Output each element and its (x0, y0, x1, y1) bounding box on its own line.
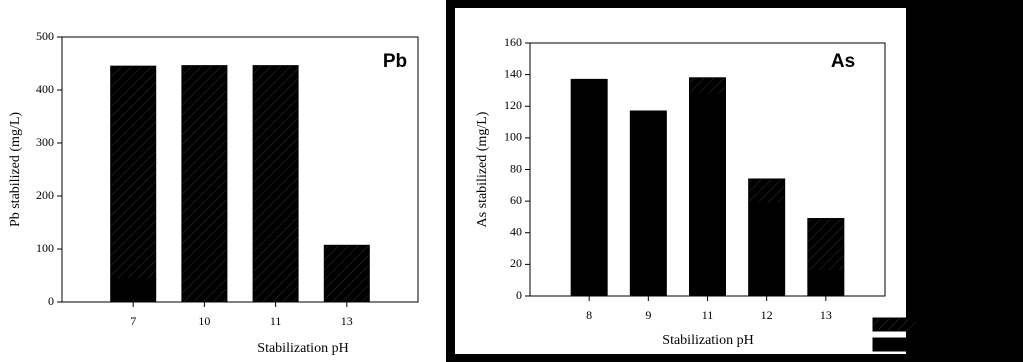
y-tick-label: 40 (510, 225, 522, 239)
y-tick-label: 0 (516, 288, 522, 302)
x-tick-label: 9 (645, 308, 651, 322)
y-tick-label: 300 (36, 135, 54, 149)
y-tick-label: 100 (504, 130, 522, 144)
bar-segment (689, 77, 726, 95)
y-tick-label: 100 (36, 241, 54, 255)
y-axis-label: Pb stabilized (mg/L) (8, 112, 23, 227)
y-tick-label: 140 (504, 66, 522, 80)
x-tick-label: 10 (198, 314, 210, 328)
y-tick-label: 60 (510, 193, 522, 207)
y-tick-label: 500 (36, 29, 54, 43)
bar-segment (629, 110, 667, 297)
x-tick-label: 7 (130, 314, 136, 328)
bar-segment (323, 244, 370, 303)
bar-segment (110, 278, 157, 303)
y-tick-label: 0 (48, 294, 54, 308)
bar-segment (570, 78, 608, 297)
bar-segment (181, 65, 228, 303)
x-tick-label: 13 (341, 314, 353, 328)
plot-frame (61, 36, 419, 303)
bar-segment (252, 65, 299, 303)
annotation: Pb (383, 51, 407, 72)
y-tick-label: 200 (36, 188, 54, 202)
y-tick-label: 160 (504, 35, 522, 49)
bar-segment (748, 178, 786, 204)
x-tick-label: 11 (270, 314, 282, 328)
y-axis-label: As stabilized (mg/L) (475, 111, 490, 227)
y-tick-label: 20 (510, 256, 522, 270)
y-tick-label: 400 (36, 82, 54, 96)
bar-segment (110, 65, 157, 280)
legend-swatch (872, 317, 918, 332)
legend-swatch (872, 337, 918, 352)
x-axis-label: Stabilization pH (257, 341, 348, 356)
bar-segment (689, 93, 726, 297)
y-tick-label: 80 (510, 161, 522, 175)
bar-segment (748, 202, 786, 297)
x-tick-label: 12 (761, 308, 773, 322)
bar-segment (807, 218, 845, 272)
x-tick-label: 11 (702, 308, 714, 322)
x-axis-label: Stabilization pH (662, 333, 753, 348)
x-tick-label: 13 (820, 308, 832, 322)
bar-segment (807, 270, 845, 297)
annotation: As (831, 51, 855, 72)
x-tick-label: 8 (586, 308, 592, 322)
y-tick-label: 120 (504, 98, 522, 112)
